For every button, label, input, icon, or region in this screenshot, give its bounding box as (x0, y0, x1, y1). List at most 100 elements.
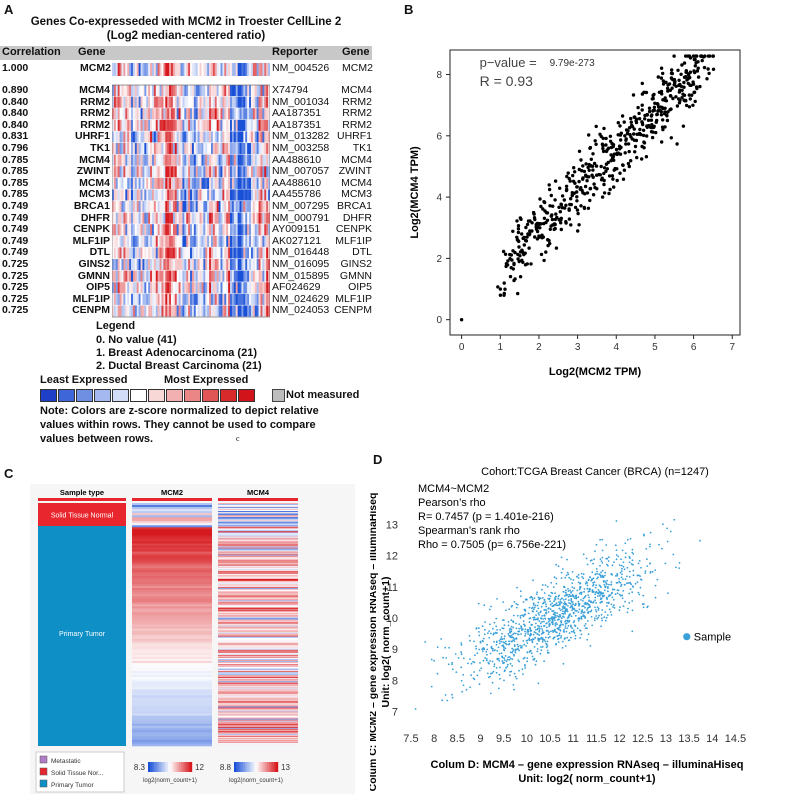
scatter-point (516, 614, 519, 617)
scatter-point (569, 606, 572, 609)
heatmap-cell (140, 212, 143, 224)
heatmap-cell (127, 305, 130, 317)
scatter-point (501, 632, 503, 635)
scatter-point (585, 603, 587, 606)
heatmap-cell (132, 656, 212, 660)
scatter-point (613, 604, 615, 607)
heatmap-cell (228, 96, 231, 108)
heatmap-cell (258, 154, 261, 166)
scale-step (262, 762, 265, 772)
heatmap-cell (150, 201, 153, 213)
heatmap-cell (216, 293, 219, 305)
heatmap-cell (239, 154, 242, 166)
scatter-point (496, 598, 498, 600)
heatmap-cell (136, 154, 139, 166)
scatter-point (433, 659, 435, 662)
scatter-point (670, 86, 674, 90)
heatmap-cell (121, 166, 124, 178)
table-cell: UHRF1 (336, 130, 372, 143)
heatmap-cell (209, 235, 212, 247)
scatter-point (473, 678, 476, 681)
legend-label: Sample (694, 632, 731, 644)
heatmap-cell (220, 235, 223, 247)
scatter-point (567, 615, 570, 618)
scatter-point (544, 636, 547, 639)
heatmap-cell (132, 705, 212, 708)
heatmap-cell (163, 177, 166, 189)
scatter-point (622, 590, 625, 592)
scatter-point (582, 205, 586, 210)
scatter-point (536, 604, 539, 607)
scatter-point (567, 207, 571, 211)
heatmap-cell (146, 270, 149, 282)
scatter-point (641, 133, 646, 138)
heatmap-cell (174, 63, 178, 76)
heatmap-cell (258, 247, 261, 259)
scatter-point (469, 686, 472, 689)
heatmap-cell (193, 270, 197, 282)
heatmap-cell (218, 702, 298, 704)
scatter-point (564, 184, 569, 188)
scatter-point (605, 167, 609, 171)
scatter-point (620, 583, 623, 586)
heatmap-cell (231, 270, 235, 282)
heatmap-cell (163, 235, 166, 247)
scatter-point (489, 692, 492, 695)
heatmap-cell (165, 119, 168, 131)
scatter-point (541, 207, 545, 211)
column-header-bar (38, 498, 126, 501)
scatter-point (488, 630, 491, 632)
heatmap-cell (247, 131, 250, 143)
heatmap-cell (218, 518, 298, 520)
heatmap-cell (226, 63, 229, 76)
scatter-point (565, 589, 567, 592)
x-tick-label: 2 (536, 342, 542, 353)
scatter-point (501, 644, 503, 647)
scatter-point (542, 258, 546, 263)
scatter-point (524, 632, 527, 635)
panel-c-letter: C (4, 466, 14, 481)
heatmap-cell (180, 270, 183, 282)
heatmap-cell (121, 224, 124, 236)
heatmap-cell (218, 637, 298, 639)
heatmap-cell (218, 551, 298, 553)
scatter-point (588, 587, 591, 590)
scatter-point (488, 636, 491, 639)
heatmap-cell (252, 119, 256, 131)
scatter-point (673, 518, 676, 521)
heatmap-cell (260, 270, 263, 282)
heatmap-cell (218, 606, 298, 608)
scatter-point (660, 140, 664, 144)
heatmap-cell (174, 282, 178, 294)
heatmap-cell (132, 624, 212, 627)
scatter-point (608, 187, 612, 192)
scatter-point (622, 120, 626, 124)
scatter-point (528, 651, 531, 653)
heatmap-cell (245, 166, 248, 178)
scatter-point (534, 636, 537, 639)
scatter-point (652, 108, 656, 113)
scatter-point (695, 86, 699, 91)
heatmap-cell (186, 166, 189, 178)
heatmap-cell (113, 166, 117, 178)
scatter-point (643, 113, 647, 118)
scatter-point (517, 645, 520, 648)
heatmap-cell (218, 737, 298, 740)
heatmap-cell (151, 131, 155, 143)
heatmap-cell (249, 96, 252, 108)
scatter-point (511, 665, 514, 667)
heatmap-cell (131, 143, 134, 155)
table-cell: MLF1IP (72, 292, 110, 305)
heatmap-cell (226, 177, 229, 189)
scatter-point (541, 620, 543, 623)
heatmap-cell (129, 259, 132, 271)
scatter-point (620, 558, 622, 561)
heatmap-cell (252, 166, 256, 178)
scatter-point (564, 221, 568, 225)
scatter-point (552, 605, 555, 607)
scatter-point (489, 660, 491, 662)
heatmap-cell (237, 96, 240, 108)
heatmap-cell (153, 235, 157, 247)
legend-swatch (39, 767, 48, 776)
heatmap-cell (178, 154, 181, 166)
